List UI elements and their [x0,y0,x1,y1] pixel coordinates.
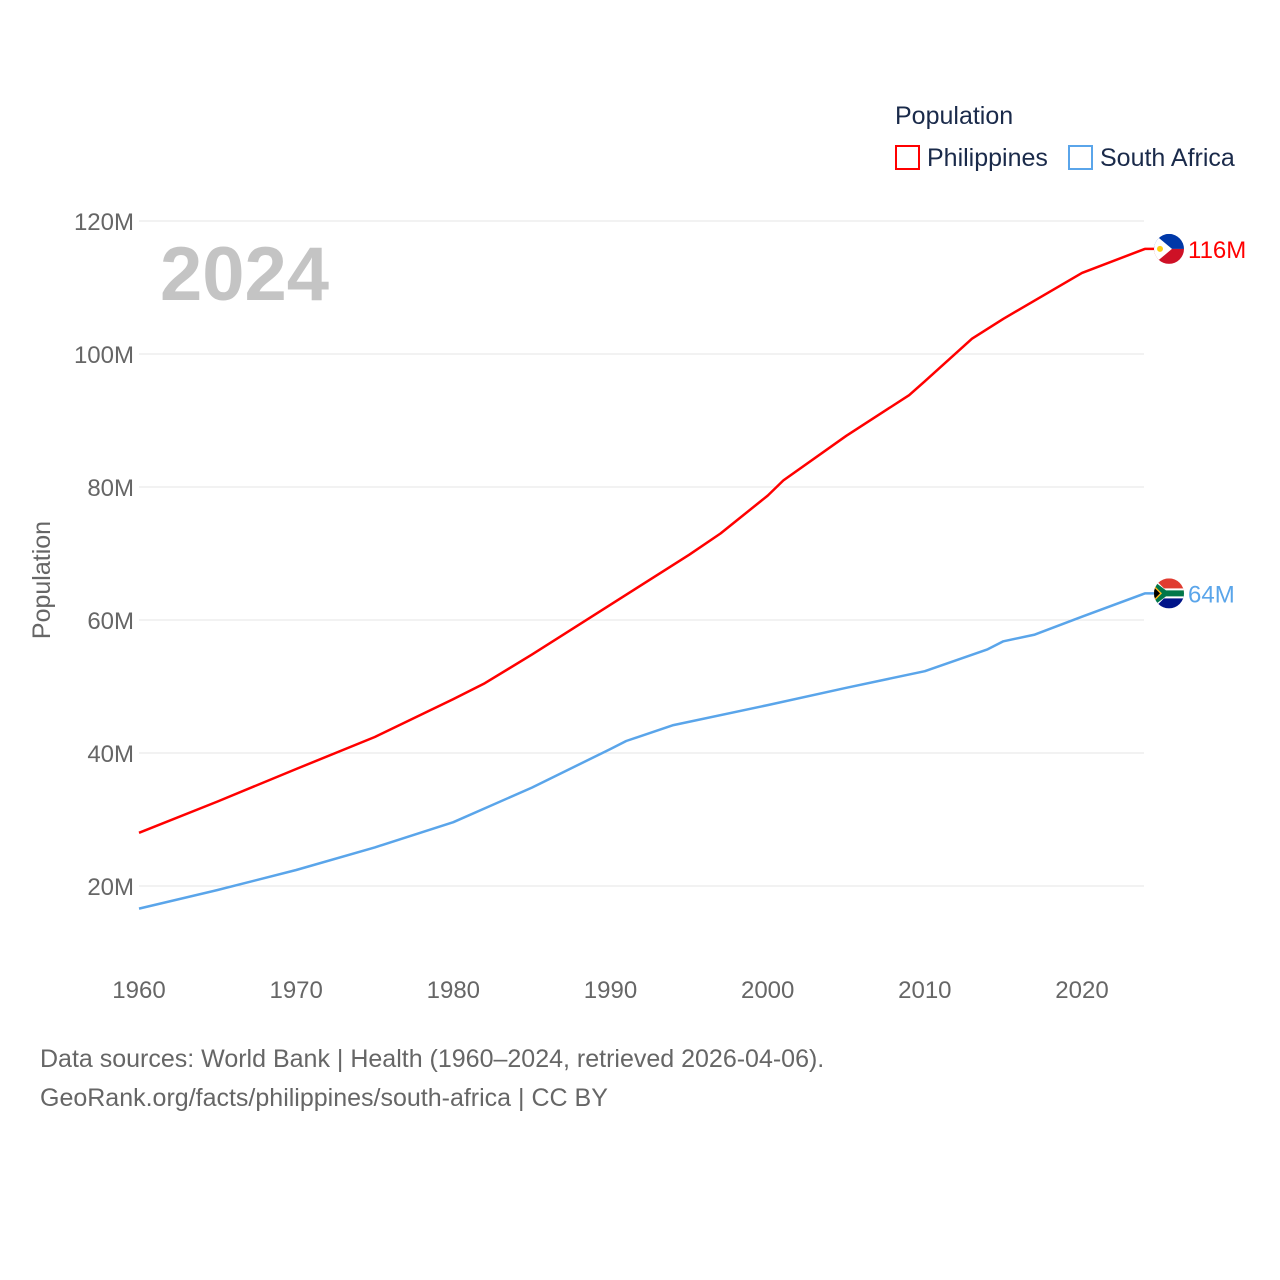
philippines-flag-icon [1154,233,1184,264]
x-tick-label: 1960 [112,977,165,1004]
legend-swatch [1068,145,1093,170]
end-value-label: 116M [1188,237,1246,264]
y-tick-label: 60M [87,608,134,635]
y-tick-label: 120M [74,209,134,236]
legend-swatch [895,145,920,170]
legend-item-philippines[interactable]: Philippines [895,144,1048,172]
y-tick-label: 100M [74,342,134,369]
year-watermark: 2024 [160,232,329,317]
y-axis-label: Population [28,521,56,639]
legend-label: South Africa [1100,144,1235,172]
x-tick-label: 2010 [898,977,951,1004]
source-url[interactable]: GeoRank.org/facts/philippines/south-afri… [40,1084,608,1112]
legend-item-south-africa[interactable]: South Africa [1068,144,1235,172]
x-tick-label: 1990 [584,977,637,1004]
x-tick-label: 1980 [427,977,480,1004]
series-line-philippines [138,247,1155,834]
source-text: Data sources: World Bank | Health (1960–… [40,1045,825,1073]
series-line-south-africa [138,592,1155,910]
y-tick-label: 80M [87,475,134,502]
x-tick-label: 1970 [269,977,322,1004]
legend-title: Population [895,102,1013,130]
end-value-label: 64M [1188,581,1235,608]
y-tick-label: 20M [87,874,134,901]
south-africa-flag-icon [1154,578,1184,609]
x-tick-label: 2020 [1055,977,1108,1004]
legend-label: Philippines [927,144,1048,172]
x-tick-label: 2000 [741,977,794,1004]
y-tick-label: 40M [87,741,134,768]
